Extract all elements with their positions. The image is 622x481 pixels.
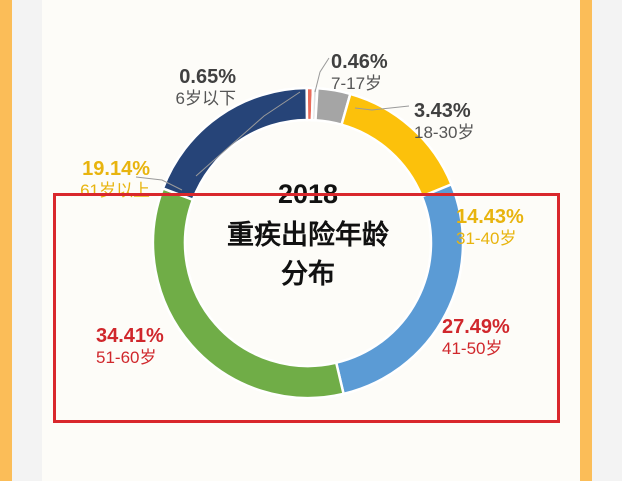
slice-label-4: 41-50岁 — [442, 339, 502, 358]
slice-labels: 0.65%6岁以下 0.46%7-17岁 3.43%18-30岁 14.43%31-4… — [80, 51, 524, 367]
right-border-stripe — [580, 0, 592, 481]
leader-line-1 — [314, 57, 330, 93]
left-border-stripe — [0, 0, 12, 481]
slice-percent-0: 0.65% — [179, 66, 236, 88]
center-title-line-2: 重疾出险年龄 — [227, 219, 390, 250]
leader-line-2 — [354, 105, 410, 111]
slice-percent-4: 27.49% — [442, 316, 510, 338]
leader-lines — [135, 57, 410, 191]
slice-percent-3: 14.43% — [456, 206, 524, 228]
slice-label-1: 7-17岁 — [331, 74, 382, 93]
slice-label-2: 18-30岁 — [414, 123, 474, 142]
slice-percent-5: 34.41% — [96, 325, 164, 347]
leader-line-6 — [135, 176, 183, 191]
slice-label-5: 51-60岁 — [96, 348, 156, 367]
slice-percent-2: 3.43% — [414, 100, 471, 122]
donut-slice-6 — [161, 86, 309, 202]
left-margin-band — [12, 0, 42, 481]
right-margin-band — [592, 0, 622, 481]
slice-label-3: 31-40岁 — [456, 229, 516, 248]
slice-label-0: 6岁以下 — [176, 89, 236, 108]
donut-slices — [151, 86, 465, 400]
slice-percent-6: 19.14% — [82, 158, 150, 180]
chart-card — [12, 0, 580, 481]
leader-line-0 — [195, 91, 301, 177]
center-title-line-3: 分布 — [281, 259, 335, 289]
slice-percent-1: 0.46% — [331, 51, 388, 73]
highlight-box — [53, 193, 560, 423]
